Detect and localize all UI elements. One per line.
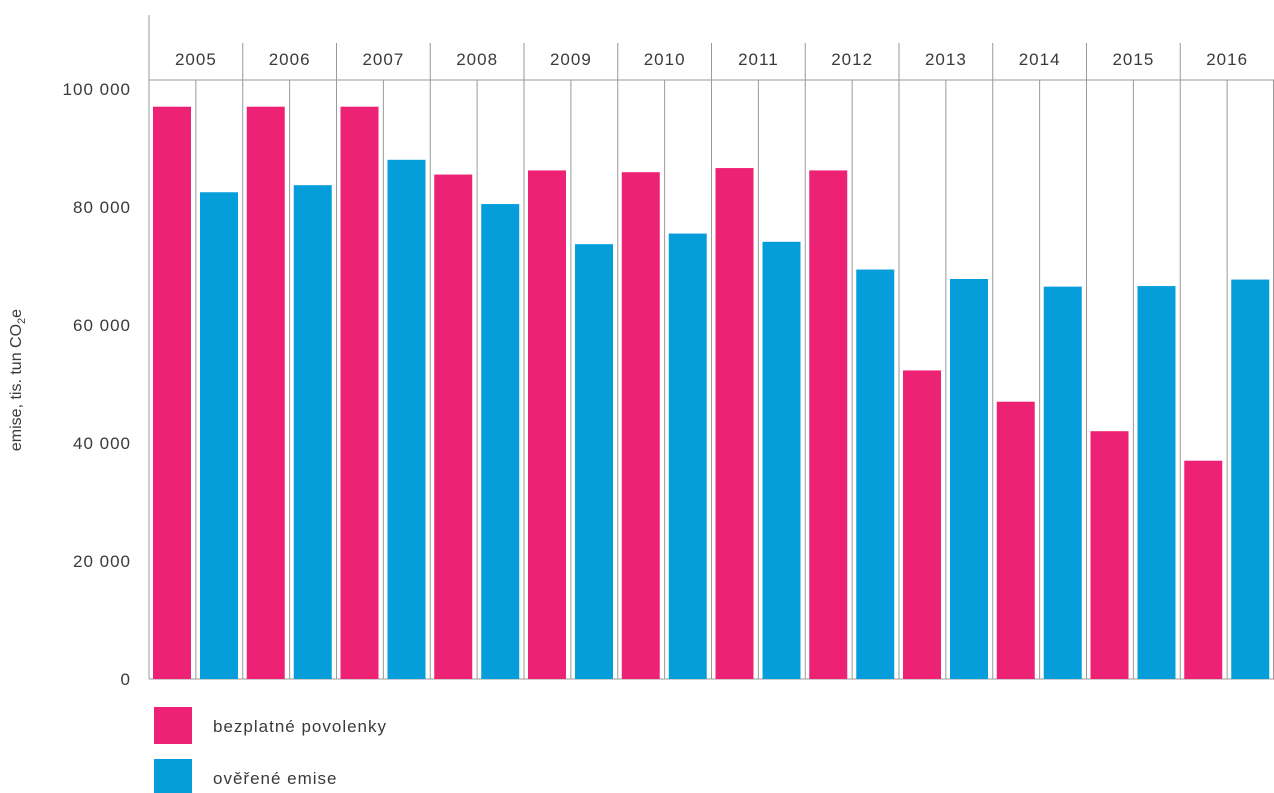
x-category-label: 2008 bbox=[456, 50, 498, 69]
bar-bezplatne-povolenky-2005 bbox=[153, 106, 191, 679]
legend-label-overene-emise: ověřené emise bbox=[213, 769, 338, 788]
x-category-label: 2010 bbox=[644, 50, 686, 69]
x-category-label: 2014 bbox=[1019, 50, 1061, 69]
bar-overene-emise-2011 bbox=[762, 241, 801, 679]
x-category-label: 2009 bbox=[550, 50, 592, 69]
y-axis-title: emise, tis. tun CO2e bbox=[8, 309, 28, 451]
bar-bezplatne-povolenky-2006 bbox=[246, 106, 285, 679]
y-tick-label: 100 000 bbox=[63, 80, 131, 99]
x-category-label: 2012 bbox=[831, 50, 873, 69]
bar-bezplatne-povolenky-2016 bbox=[1184, 460, 1223, 679]
bar-overene-emise-2010 bbox=[668, 233, 707, 680]
bar-bezplatne-povolenky-2007 bbox=[340, 106, 379, 679]
chart-labels: 0 20 000 40 000 60 000 80 000 100 000 2005 2006… bbox=[8, 50, 1248, 689]
x-category-label: 2011 bbox=[738, 50, 779, 69]
bar-overene-emise-2015 bbox=[1137, 286, 1176, 679]
bar-overene-emise-2013 bbox=[950, 278, 988, 679]
bar-bezplatne-povolenky-2010 bbox=[621, 172, 660, 679]
bar-overene-emise-2007 bbox=[387, 159, 426, 680]
bar-overene-emise-2016 bbox=[1231, 279, 1270, 679]
y-tick-label: 60 000 bbox=[73, 316, 131, 335]
legend-swatch-bezplatne-povolenky bbox=[154, 707, 192, 744]
y-tick-label: 40 000 bbox=[73, 434, 131, 453]
x-category-label: 2006 bbox=[269, 50, 311, 69]
bar-overene-emise-2014 bbox=[1043, 286, 1082, 679]
bar-overene-emise-2009 bbox=[575, 244, 613, 680]
bar-overene-emise-2005 bbox=[200, 192, 238, 679]
bar-overene-emise-2008 bbox=[481, 204, 520, 680]
bar-bezplatne-povolenky-2011 bbox=[715, 168, 754, 679]
x-category-label: 2007 bbox=[362, 50, 404, 69]
bar-bezplatne-povolenky-2012 bbox=[809, 170, 848, 680]
x-category-label: 2013 bbox=[925, 50, 967, 69]
bar-bezplatne-povolenky-2014 bbox=[996, 401, 1035, 679]
x-category-label: 2016 bbox=[1206, 50, 1248, 69]
chart-legend: bezplatné povolenky ověřené emise bbox=[154, 707, 387, 793]
x-category-label: 2015 bbox=[1112, 50, 1154, 69]
bar-overene-emise-2006 bbox=[293, 185, 332, 680]
legend-label-bezplatne-povolenky: bezplatné povolenky bbox=[213, 717, 387, 736]
legend-swatch-overene-emise bbox=[154, 759, 192, 793]
bar-bezplatne-povolenky-2009 bbox=[528, 170, 566, 680]
chart-axes bbox=[148, 15, 1274, 680]
y-tick-label: 80 000 bbox=[73, 198, 131, 217]
bar-bezplatne-povolenky-2013 bbox=[903, 370, 941, 679]
y-tick-label: 0 bbox=[121, 670, 131, 689]
bar-bezplatne-povolenky-2008 bbox=[434, 174, 473, 680]
bar-overene-emise-2012 bbox=[856, 269, 895, 679]
chart-bars bbox=[153, 106, 1270, 680]
bar-bezplatne-povolenky-2015 bbox=[1090, 431, 1129, 679]
y-tick-label: 20 000 bbox=[73, 552, 131, 571]
x-category-label: 2005 bbox=[175, 50, 217, 69]
